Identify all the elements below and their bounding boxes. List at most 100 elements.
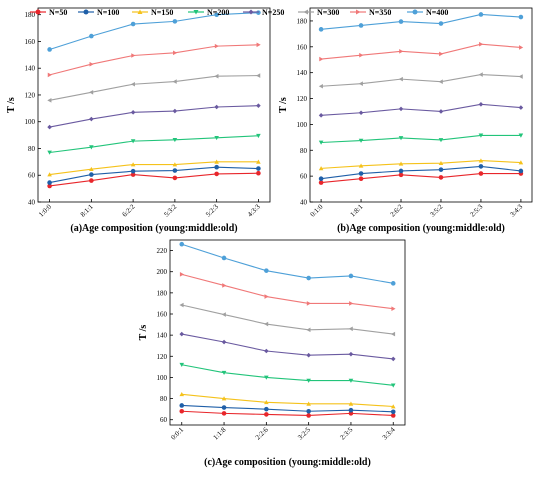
data-point — [358, 171, 364, 176]
y-tick-label: 100 — [297, 121, 308, 129]
series-line — [181, 410, 394, 417]
series-line — [321, 103, 521, 116]
data-point — [438, 109, 444, 114]
data-point — [131, 53, 136, 58]
series-line — [181, 404, 394, 413]
x-tick-label: 8:1:1 — [79, 202, 95, 218]
data-point — [89, 145, 94, 150]
y-tick-label: 120 — [25, 91, 36, 99]
data-point — [306, 352, 311, 358]
data-point — [478, 164, 484, 169]
data-point — [89, 33, 94, 39]
data-point — [130, 110, 136, 115]
data-point — [390, 356, 396, 362]
panel-caption: (b)Age composition (young:middle:old) — [337, 223, 505, 234]
series-line — [321, 134, 521, 144]
legend-item: N=100 — [78, 8, 119, 17]
series-n-250 — [318, 102, 524, 118]
series-line — [49, 172, 259, 187]
legend-label: N=350 — [369, 8, 391, 17]
y-tick-label: 180 — [157, 289, 168, 297]
data-point — [47, 98, 52, 103]
data-point — [130, 81, 135, 87]
data-point — [89, 116, 94, 122]
series-line — [49, 44, 259, 76]
data-point — [390, 383, 396, 388]
data-point — [391, 306, 396, 312]
legend-marker — [248, 9, 254, 15]
data-point — [438, 160, 444, 166]
series-n-250 — [47, 103, 261, 130]
data-point — [89, 166, 94, 172]
data-point — [130, 168, 136, 174]
chart-panel-b: 40 60 80 100 120 140 160 180 0:1:0 1:8:1 2:6:2 3:5:… — [278, 7, 533, 234]
data-point — [398, 76, 403, 82]
data-point — [172, 108, 178, 114]
series-line — [49, 161, 259, 176]
data-point — [221, 370, 227, 375]
y-tick-label: 60 — [160, 416, 168, 424]
data-point — [214, 12, 219, 17]
series-line — [49, 75, 259, 101]
data-point — [256, 103, 261, 108]
series-line — [321, 13, 521, 30]
data-point — [221, 396, 227, 401]
data-point — [221, 339, 227, 345]
series-n-400 — [179, 241, 396, 286]
y-tick-label: 80 — [28, 145, 36, 153]
series-line — [181, 333, 394, 360]
data-point — [47, 180, 52, 185]
legend-marker — [303, 9, 308, 15]
legend-label: N=400 — [426, 8, 448, 17]
data-point — [478, 171, 484, 176]
plot-frame — [309, 7, 533, 203]
data-point — [478, 158, 484, 163]
legend-label: N=100 — [97, 8, 119, 17]
series-line — [181, 304, 394, 335]
data-point — [179, 392, 185, 397]
legend-label: N=200 — [207, 8, 229, 17]
series-line — [321, 172, 521, 184]
x-tick-label: 3:5:2 — [429, 202, 445, 218]
series-n-150 — [47, 159, 261, 177]
data-point — [256, 133, 261, 139]
legend-marker — [35, 9, 41, 15]
data-point — [256, 73, 261, 78]
data-point — [172, 168, 178, 173]
series-n-150 — [179, 392, 396, 409]
data-point — [264, 321, 269, 327]
series-n-250 — [179, 331, 396, 362]
data-point — [318, 140, 324, 145]
legend-marker — [137, 9, 143, 14]
data-point — [214, 104, 219, 110]
legend-label: N=300 — [317, 8, 339, 17]
series-n-350 — [47, 42, 261, 78]
series-n-300 — [47, 73, 261, 103]
series-n-200 — [179, 362, 396, 388]
data-point — [318, 113, 324, 118]
x-tick-label: 3:4:3 — [508, 202, 524, 218]
y-axis-label: T /s — [6, 97, 17, 113]
x-tick-label: 2:3:5 — [339, 425, 355, 441]
data-point — [172, 162, 178, 167]
data-point — [349, 301, 354, 306]
x-tick-label: 5:3:2 — [162, 202, 178, 218]
legend-label: N=150 — [151, 8, 173, 17]
data-point — [348, 326, 353, 332]
legend-item: N=400 — [407, 8, 448, 17]
data-point — [306, 413, 311, 418]
y-tick-label: 60 — [300, 173, 308, 181]
data-point — [47, 47, 52, 52]
legend-item: N=350 — [350, 8, 391, 17]
legend-item: N=150 — [132, 8, 173, 17]
legend-item: N=300 — [298, 8, 339, 17]
data-point — [89, 172, 94, 177]
data-point — [390, 409, 396, 415]
data-point — [256, 42, 261, 48]
data-point — [438, 175, 444, 180]
legend-label: N=250 — [262, 8, 284, 17]
data-point — [172, 175, 178, 181]
data-point — [222, 283, 227, 288]
chart-panel-c: 60 80 100 120 140 160 180 200 220 0:0:1 1:1:8 2:2:6… — [138, 239, 406, 468]
series-line — [321, 165, 521, 180]
